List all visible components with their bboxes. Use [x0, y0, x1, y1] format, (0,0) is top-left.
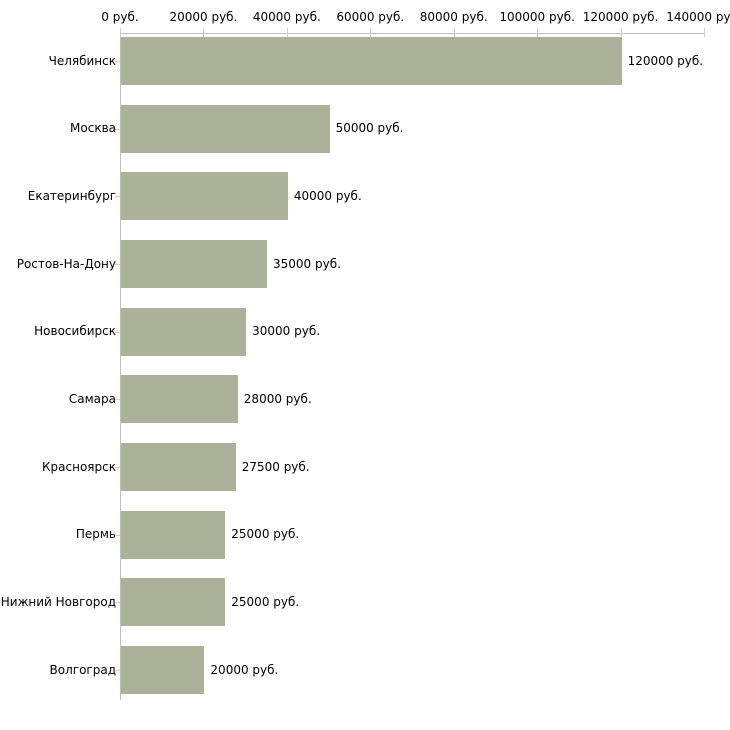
x-axis-tick-label: 0 руб. — [101, 10, 139, 24]
bar-value-label: 40000 руб. — [293, 188, 362, 203]
category-tick-mark — [115, 602, 120, 604]
x-axis-tick-mark — [537, 28, 539, 37]
y-axis-line — [120, 33, 121, 700]
bar-value-label: 28000 руб. — [243, 391, 312, 406]
x-axis-tick-mark — [370, 28, 372, 37]
x-axis-tick-label: 20000 руб. — [169, 10, 238, 24]
bar — [121, 646, 205, 694]
bar-value-label: 50000 руб. — [335, 121, 404, 136]
bar — [121, 104, 330, 153]
category-tick-mark — [115, 128, 120, 130]
bar-value-label: 20000 руб. — [210, 662, 279, 677]
category-tick-mark — [115, 331, 120, 333]
x-axis-tick-mark — [453, 28, 455, 37]
bar — [121, 172, 288, 221]
bar — [121, 375, 238, 424]
category-tick-mark — [115, 467, 120, 468]
category-label: Нижний Новгород — [0, 594, 116, 609]
category-tick-mark — [115, 534, 120, 536]
bar — [121, 240, 267, 288]
category-label: Пермь — [75, 527, 116, 542]
bar-value-label: 27500 руб. — [241, 459, 310, 474]
x-axis-line — [120, 33, 705, 34]
x-axis-tick-mark — [286, 28, 288, 37]
bar-value-label: 25000 руб. — [231, 527, 300, 542]
category-label: Ростов-На-Дону — [16, 256, 116, 271]
category-label: Москва — [70, 121, 116, 136]
bar — [121, 37, 622, 85]
category-label: Волгоград — [49, 662, 116, 677]
category-tick-mark — [115, 196, 120, 198]
category-label: Самара — [68, 391, 116, 406]
x-axis-tick-label: 60000 руб. — [336, 10, 405, 24]
x-axis-tick-mark — [704, 28, 705, 37]
category-tick-mark — [115, 399, 120, 401]
category-label: Екатеринбург — [27, 188, 116, 203]
x-axis-tick-mark — [203, 28, 205, 37]
bar-value-label: 30000 руб. — [252, 324, 321, 339]
category-tick-mark — [115, 670, 120, 671]
x-axis-tick-label: 100000 руб. — [499, 10, 575, 24]
x-axis-tick-mark — [620, 28, 622, 37]
x-axis-tick-label: 80000 руб. — [419, 10, 488, 24]
bar — [121, 510, 226, 559]
bar — [121, 443, 236, 491]
x-axis-tick-mark — [120, 28, 121, 37]
x-axis-tick-label: 140000 руб. — [666, 10, 730, 24]
bar — [121, 578, 226, 627]
bar — [121, 307, 247, 356]
bar-value-label: 120000 руб. — [627, 53, 704, 68]
bar-value-label: 35000 руб. — [273, 256, 341, 271]
category-label: Красноярск — [42, 459, 116, 474]
category-label: Новосибирск — [34, 324, 116, 339]
category-label: Челябинск — [48, 53, 116, 68]
category-tick-mark — [115, 264, 120, 265]
x-axis-tick-label: 120000 руб. — [582, 10, 659, 24]
x-axis-tick-label: 40000 руб. — [252, 10, 321, 24]
bar-value-label: 25000 руб. — [231, 594, 300, 609]
category-tick-mark — [115, 61, 120, 62]
